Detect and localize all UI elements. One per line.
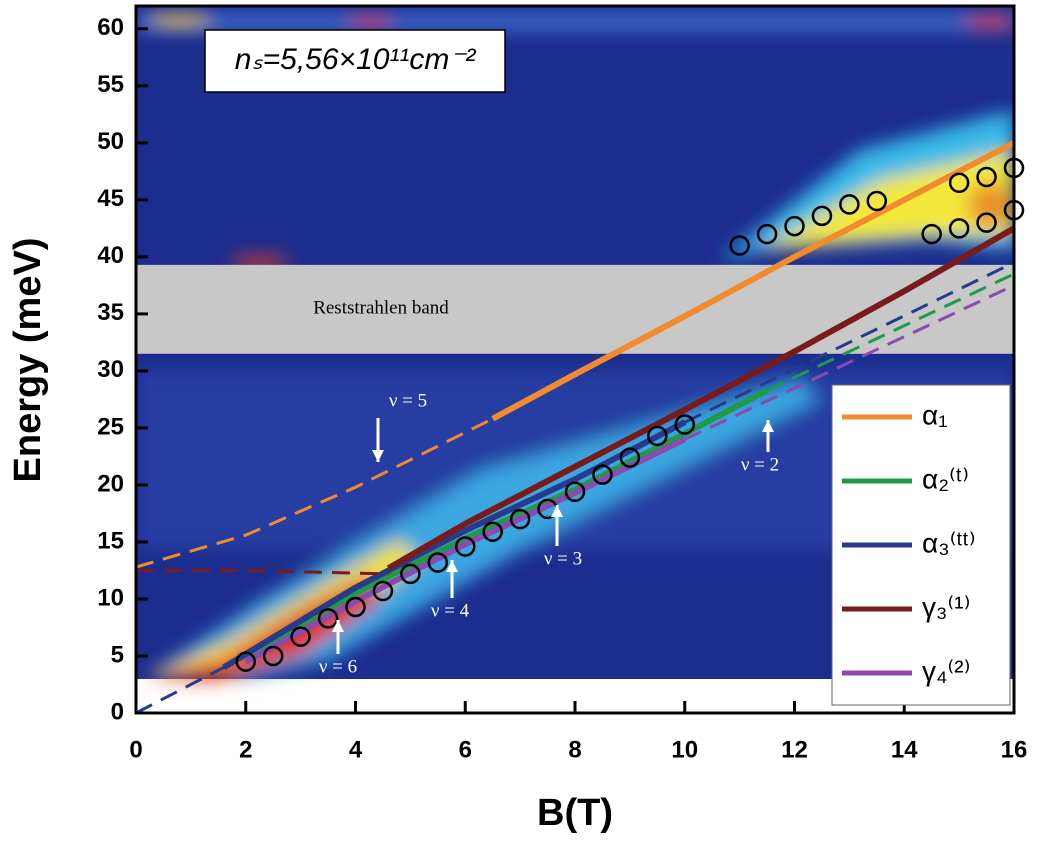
band-label: Reststrahlen band <box>313 298 449 319</box>
y-tick-label: 0 <box>111 698 124 725</box>
y-tick-label: 5 <box>111 641 124 668</box>
marker <box>948 172 970 193</box>
legend-label: α₂⁽ᵗ⁾ <box>922 463 969 494</box>
marker <box>756 223 778 245</box>
marker <box>427 552 449 573</box>
marker <box>262 645 284 667</box>
y-tick-label: 60 <box>97 14 124 41</box>
x-tick-label: 10 <box>671 736 698 763</box>
annotation-box <box>204 29 506 93</box>
fit-line <box>491 140 1014 422</box>
arrow-head <box>551 505 563 517</box>
y-tick-label: 10 <box>97 584 124 611</box>
fit-line <box>244 387 769 659</box>
x-axis-title: B(T) <box>537 792 613 834</box>
marker <box>948 218 970 239</box>
marker <box>784 215 805 237</box>
reststrahlen-band <box>136 264 1014 354</box>
x-tick-label: 14 <box>891 736 918 763</box>
y-tick-label: 55 <box>97 71 124 98</box>
marker <box>811 205 833 227</box>
y-axis-title: Energy (meV) <box>7 238 49 483</box>
y-tick-label: 40 <box>97 242 124 269</box>
marker <box>235 651 256 672</box>
marker <box>345 596 366 618</box>
dashed-line <box>684 261 1014 424</box>
legend-label: α₁ <box>922 399 948 430</box>
y-tick-label: 50 <box>97 128 124 155</box>
filling-factor-label: ν = 4 <box>431 600 470 621</box>
marker <box>564 481 586 503</box>
marker <box>592 464 613 485</box>
marker <box>290 626 311 647</box>
marker <box>455 536 476 557</box>
annotation: nₛ=5,56×10¹¹cm⁻² <box>235 43 476 76</box>
dashed-line <box>136 666 225 713</box>
filling-factor-label: ν = 5 <box>389 390 427 411</box>
marker <box>509 508 531 530</box>
x-tick-label: 0 <box>129 736 142 763</box>
legend-label: γ₃⁽¹⁾ <box>922 591 970 622</box>
legend-label: γ₄⁽²⁾ <box>922 655 971 686</box>
y-tick-label: 45 <box>97 185 124 212</box>
marker <box>976 212 997 233</box>
marker <box>921 223 942 245</box>
marker <box>619 447 641 468</box>
marker <box>317 608 339 629</box>
filling-factor-label: ν = 6 <box>319 656 357 677</box>
x-tick-label: 6 <box>459 736 472 763</box>
dashed-line <box>136 568 389 576</box>
y-tick-label: 35 <box>97 299 124 326</box>
y-tick-label: 20 <box>97 470 124 497</box>
fit-line <box>386 225 1014 571</box>
marker <box>372 580 394 602</box>
arrow-head <box>762 420 774 432</box>
marker <box>647 425 668 447</box>
arrow-head <box>446 560 458 572</box>
filling-factor-label: ν = 3 <box>544 548 582 569</box>
y-tick-label: 30 <box>97 356 124 383</box>
x-tick-label: 4 <box>349 736 363 763</box>
marker <box>482 521 503 542</box>
dashed-line <box>766 272 1014 392</box>
marker <box>976 166 997 188</box>
marker <box>729 235 750 256</box>
marker <box>866 190 888 212</box>
dashed-line <box>684 284 1014 441</box>
arrow-head <box>372 450 384 462</box>
legend-label: α₃⁽ᵗᵗ⁾ <box>922 527 976 558</box>
x-tick-label: 8 <box>568 736 581 763</box>
marker <box>674 414 695 435</box>
dashed-line <box>136 417 494 569</box>
fit-line <box>222 419 687 670</box>
marker <box>839 194 860 215</box>
x-tick-label: 16 <box>1001 736 1028 763</box>
x-tick-label: 2 <box>239 736 252 763</box>
y-tick-label: 15 <box>97 527 124 554</box>
arrow-head <box>332 620 344 632</box>
marker <box>400 563 421 585</box>
y-tick-label: 25 <box>97 413 124 440</box>
filling-factor-label: ν = 2 <box>741 454 779 475</box>
x-tick-label: 12 <box>781 736 808 763</box>
